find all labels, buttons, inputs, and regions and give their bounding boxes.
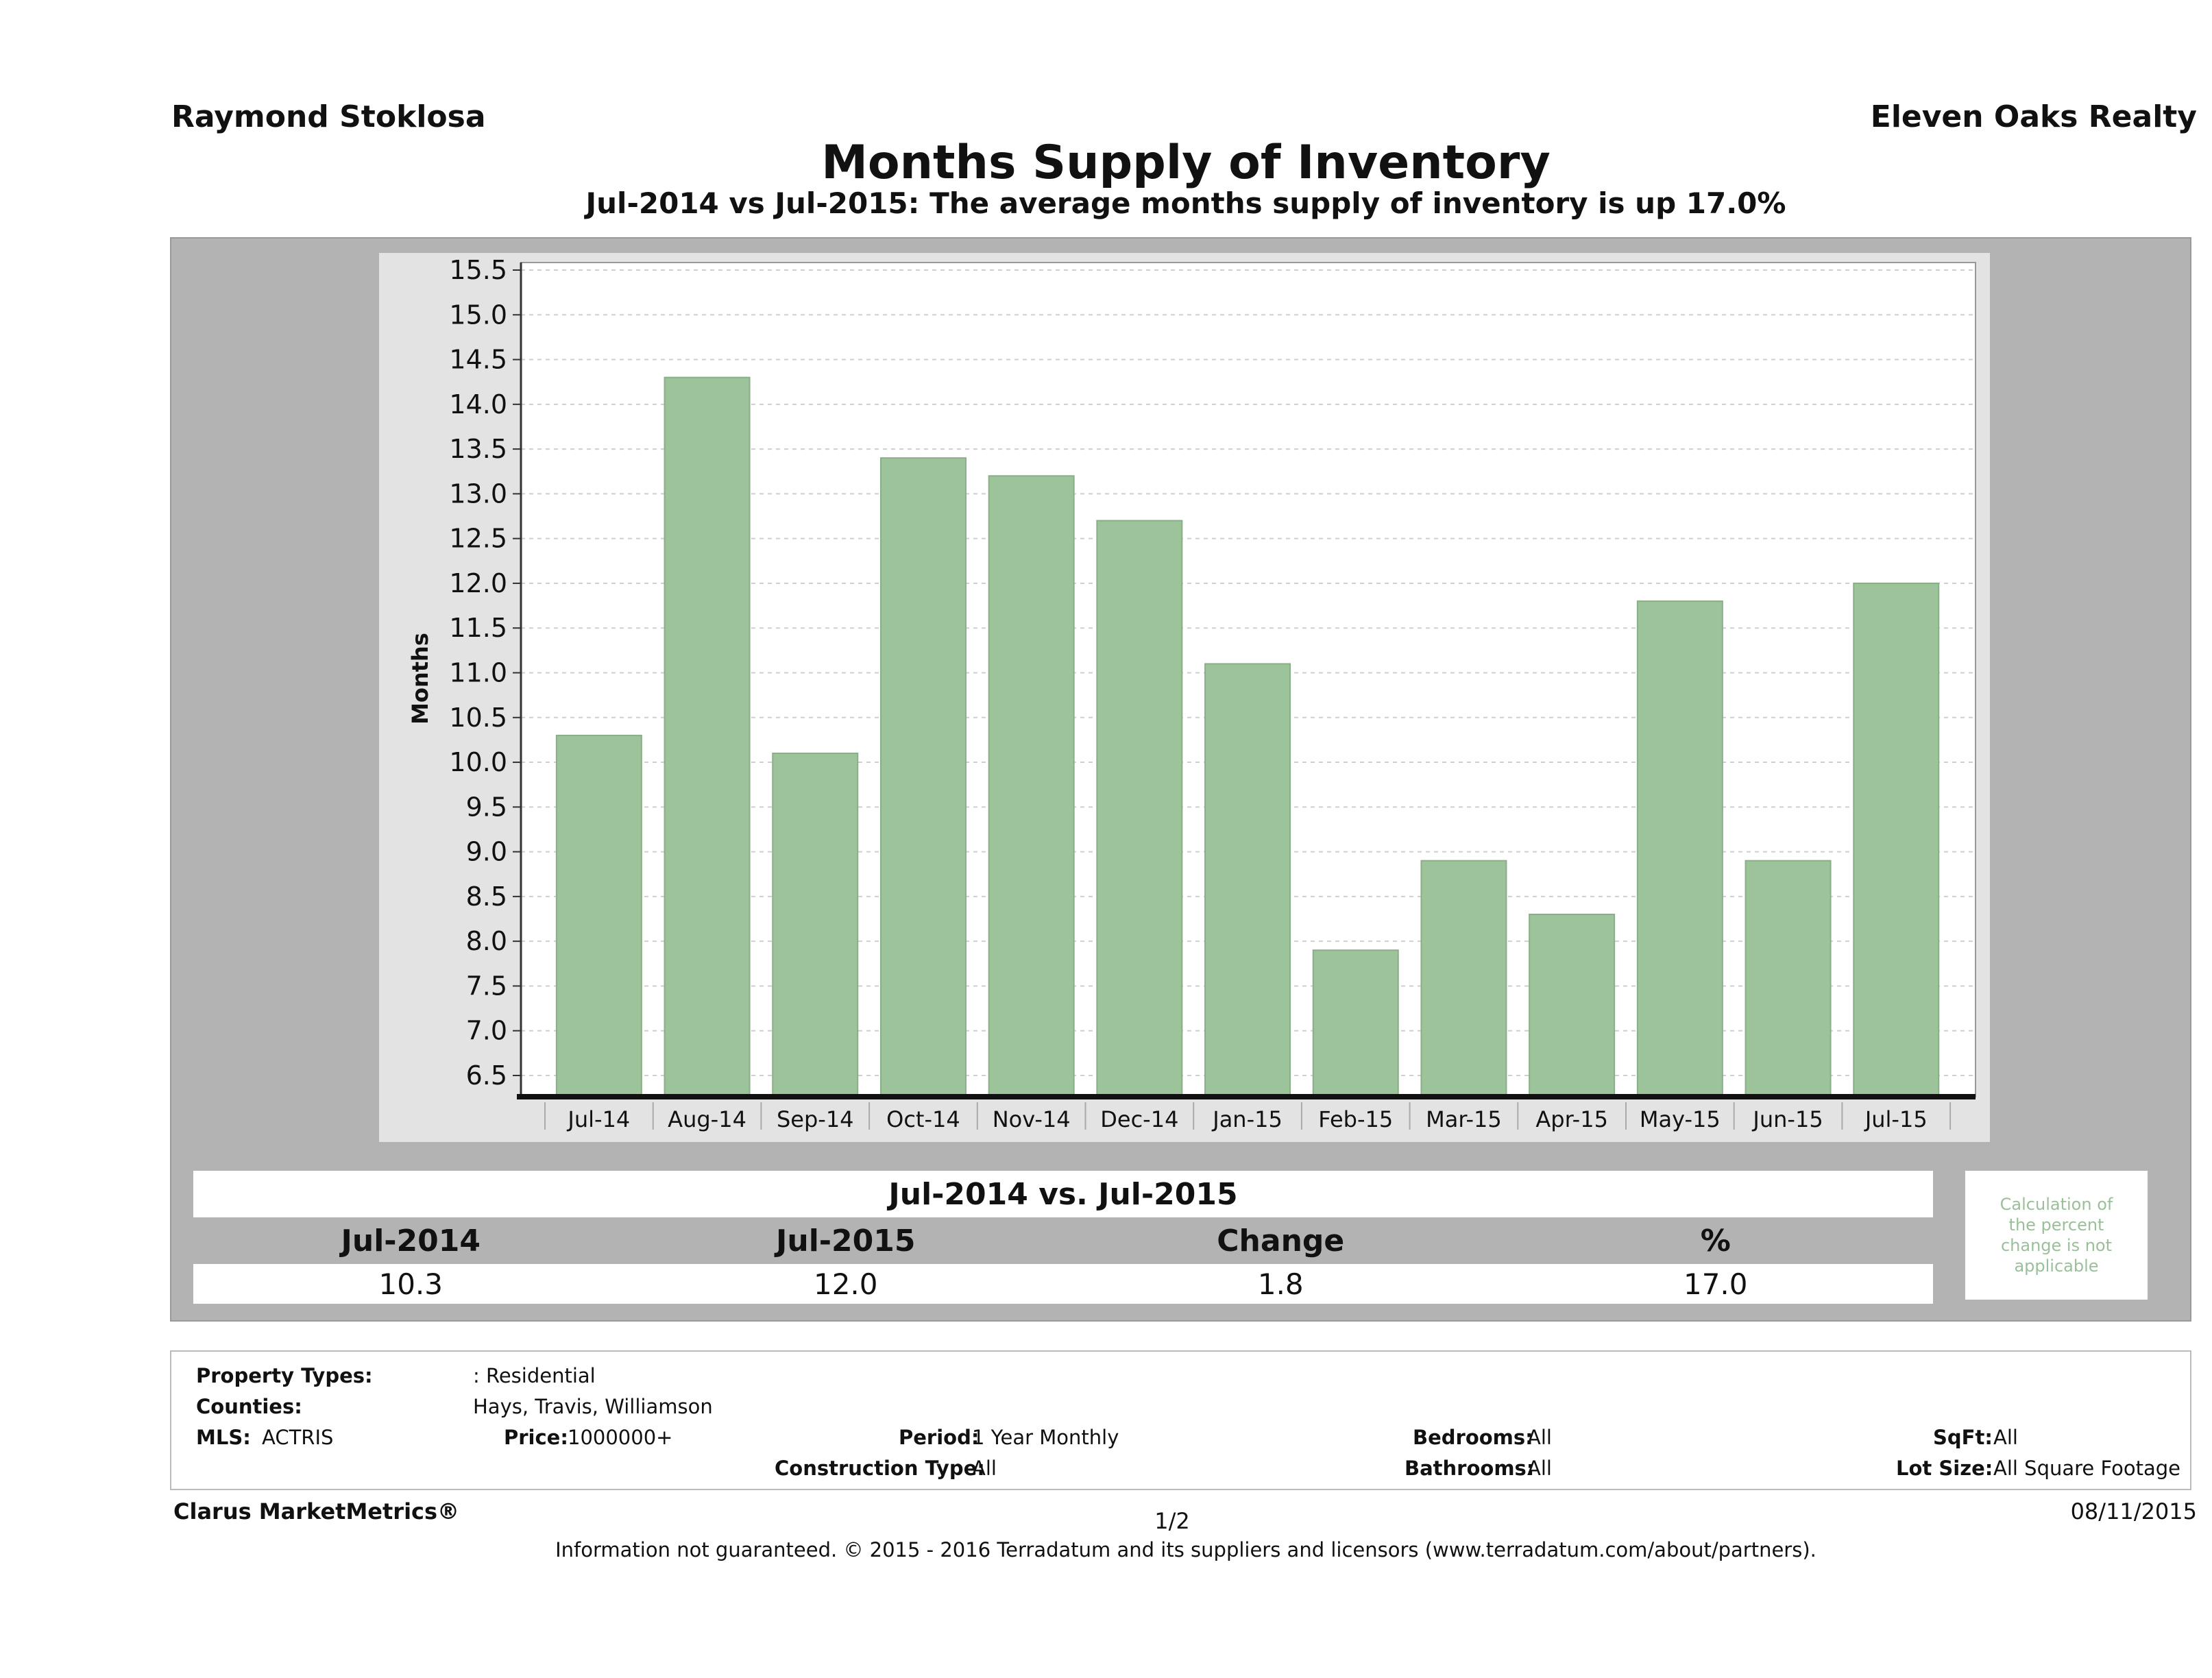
y-tick-label: 12.0 (449, 568, 507, 598)
y-tick-label: 13.5 (449, 434, 507, 464)
percent-change-note-text: Calculation of the percent change is not… (2000, 1195, 2113, 1276)
y-tick-label: 11.0 (449, 658, 507, 688)
x-axis-ticks: Jul-14 Aug-14 Sep-14 Oct-14 Nov-14 Dec-14 Jan-… (544, 1102, 1952, 1132)
y-tick-label: 8.0 (466, 926, 507, 956)
summary-value-change: 1.8 (1257, 1267, 1304, 1301)
summary-value-row: 10.3 12.0 1.8 17.0 (193, 1264, 1933, 1304)
x-tick-label: Apr-15 (1535, 1106, 1608, 1132)
bar-jul-14 (555, 734, 642, 1097)
summary-col-end: Jul-2015 (776, 1223, 916, 1258)
y-tick-label: 9.5 (466, 792, 507, 822)
x-tick-label: Jul-15 (1864, 1106, 1928, 1132)
bar-jul-15 (1853, 582, 1940, 1097)
bar-dec-14 (1096, 520, 1183, 1097)
y-tick-label: 10.0 (449, 747, 507, 777)
y-tick-label: 13.0 (449, 478, 507, 509)
summary-value-percent: 17.0 (1683, 1267, 1748, 1301)
x-tick-label: Jul-14 (566, 1106, 630, 1132)
summary-col-change: Change (1217, 1223, 1345, 1258)
search-criteria: Property Types: : Residential Counties: … (170, 1350, 2191, 1490)
bar-aug-14 (664, 376, 751, 1098)
x-tick-label: Nov-14 (993, 1106, 1071, 1132)
bar-feb-15 (1312, 949, 1399, 1097)
agent-name: Raymond Stoklosa (171, 99, 486, 134)
bathrooms-label: Bathrooms: (1405, 1457, 1535, 1480)
price-value: 1000000+ (568, 1426, 673, 1449)
y-tick-label: 15.0 (449, 300, 507, 330)
y-axis-ticks: 15.5 15.0 14.5 14.0 13.5 13.0 12.5 12.0 11.5 11.0… (449, 255, 521, 1091)
y-tick-label: 6.5 (466, 1060, 507, 1091)
bar-nov-14 (988, 475, 1075, 1097)
bar-mar-15 (1420, 860, 1507, 1097)
report-date: 08/11/2015 (2070, 1498, 2197, 1524)
summary-heading: Jul-2014 vs. Jul-2015 (193, 1171, 1933, 1217)
x-tick-label: Dec-14 (1100, 1106, 1178, 1132)
lot-size-value: All Square Footage (1993, 1457, 2181, 1480)
bedrooms-label: Bedrooms: (1413, 1426, 1533, 1449)
construction-type-value: All (972, 1457, 997, 1480)
footer-brand: Clarus MarketMetrics® (173, 1498, 460, 1524)
summary-col-start: Jul-2014 (341, 1223, 481, 1258)
mls-label: MLS: (196, 1426, 251, 1449)
sqft-label: SqFt: (1933, 1426, 1993, 1449)
x-tick-label: Mar-15 (1426, 1106, 1502, 1132)
y-tick-label: 14.0 (449, 389, 507, 420)
company-name: Eleven Oaks Realty (1870, 99, 2197, 134)
lot-size-label: Lot Size: (1896, 1457, 1993, 1480)
x-tick-label: Sep-14 (777, 1106, 854, 1132)
price-label: Price: (504, 1426, 568, 1449)
period-label: Period: (899, 1426, 980, 1449)
bar-jan-15 (1204, 663, 1291, 1097)
report-subtitle: Jul-2014 vs Jul-2015: The average months… (585, 186, 1786, 220)
property-types-value: : Residential (473, 1364, 596, 1387)
y-tick-label: 7.0 (466, 1016, 507, 1046)
grid-lines (521, 269, 1976, 1076)
y-tick-label: 15.5 (449, 255, 507, 285)
x-tick-label: Jun-15 (1751, 1106, 1823, 1132)
bar-oct-14 (879, 457, 967, 1097)
y-axis-label: Months (407, 633, 433, 725)
y-tick-label: 7.5 (466, 971, 507, 1001)
sqft-value: All (1993, 1426, 2018, 1449)
bar-sep-14 (772, 753, 859, 1097)
bar-apr-15 (1529, 914, 1616, 1097)
summary-header-row: Jul-2014 Jul-2015 Change % (193, 1220, 1933, 1261)
period-value: 1 Year Monthly (972, 1426, 1119, 1449)
y-tick-label: 12.5 (449, 524, 507, 554)
report-title: Months Supply of Inventory (821, 136, 1551, 190)
counties-value: Hays, Travis, Williamson (473, 1395, 713, 1418)
mls-value: ACTRIS (262, 1426, 334, 1449)
y-tick-label: 9.0 (466, 837, 507, 867)
y-tick-label: 10.5 (449, 703, 507, 733)
x-tick-label: May-15 (1640, 1106, 1721, 1132)
percent-change-note: Calculation of the percent change is not… (1965, 1171, 2148, 1300)
x-tick-label: Feb-15 (1318, 1106, 1393, 1132)
bar-may-15 (1636, 600, 1723, 1097)
property-types-label: Property Types: (196, 1364, 373, 1387)
x-tick-label: Jan-15 (1211, 1106, 1283, 1132)
summary-value-start: 10.3 (378, 1267, 443, 1301)
page-number: 1/2 (1154, 1508, 1190, 1534)
counties-label: Counties: (196, 1395, 302, 1418)
y-tick-label: 11.5 (449, 613, 507, 643)
bathrooms-value: All (1527, 1457, 1552, 1480)
bar-chart: 15.5 15.0 14.5 14.0 13.5 13.0 12.5 12.0 11.5 11.0… (407, 255, 1976, 1132)
bar-jun-15 (1745, 860, 1832, 1097)
disclaimer: Information not guaranteed. © 2015 - 201… (555, 1538, 1816, 1561)
construction-type-label: Construction Type: (775, 1457, 985, 1480)
x-tick-label: Oct-14 (886, 1106, 960, 1132)
x-tick-label: Aug-14 (668, 1106, 746, 1132)
bars (555, 376, 1940, 1098)
bedrooms-value: All (1527, 1426, 1552, 1449)
y-tick-label: 8.5 (466, 881, 507, 912)
y-tick-label: 14.5 (449, 345, 507, 375)
summary-value-end: 12.0 (813, 1267, 878, 1301)
summary-col-percent: % (1700, 1223, 1731, 1258)
